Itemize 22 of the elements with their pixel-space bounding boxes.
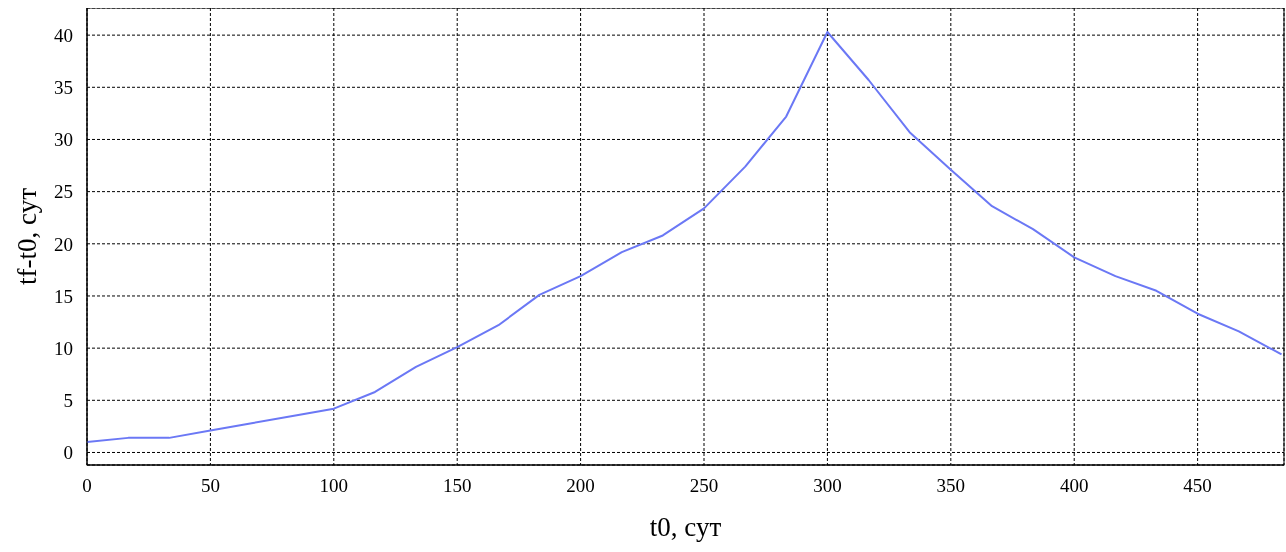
x-tick-label: 450: [1183, 475, 1212, 497]
y-tick-label: 40: [54, 24, 73, 46]
y-tick-label: 5: [63, 390, 73, 412]
x-tick-label: 150: [442, 475, 472, 497]
x-tick-label: 400: [1059, 475, 1089, 497]
y-tick-label: 15: [54, 285, 73, 307]
y-tick-label: 25: [54, 181, 73, 203]
y-tick-label: 30: [54, 129, 73, 151]
x-tick-label: 100: [319, 475, 349, 497]
x-tick-label: 50: [200, 475, 220, 497]
y-tick-label: 0: [63, 442, 73, 464]
x-axis-title: t0, сут: [649, 512, 722, 542]
y-tick-label: 35: [54, 77, 73, 99]
y-tick-label: 20: [54, 233, 73, 255]
y-axis-title: tf-t0, сут: [11, 187, 42, 285]
x-tick-label: 350: [936, 475, 966, 497]
x-tick-label: 0: [82, 475, 92, 497]
y-tick-label: 10: [54, 337, 73, 359]
line-series: [87, 31, 1283, 444]
x-tick-label: 250: [689, 475, 719, 497]
x-tick-label: 200: [566, 475, 595, 497]
x-tick-label: 300: [813, 475, 842, 497]
